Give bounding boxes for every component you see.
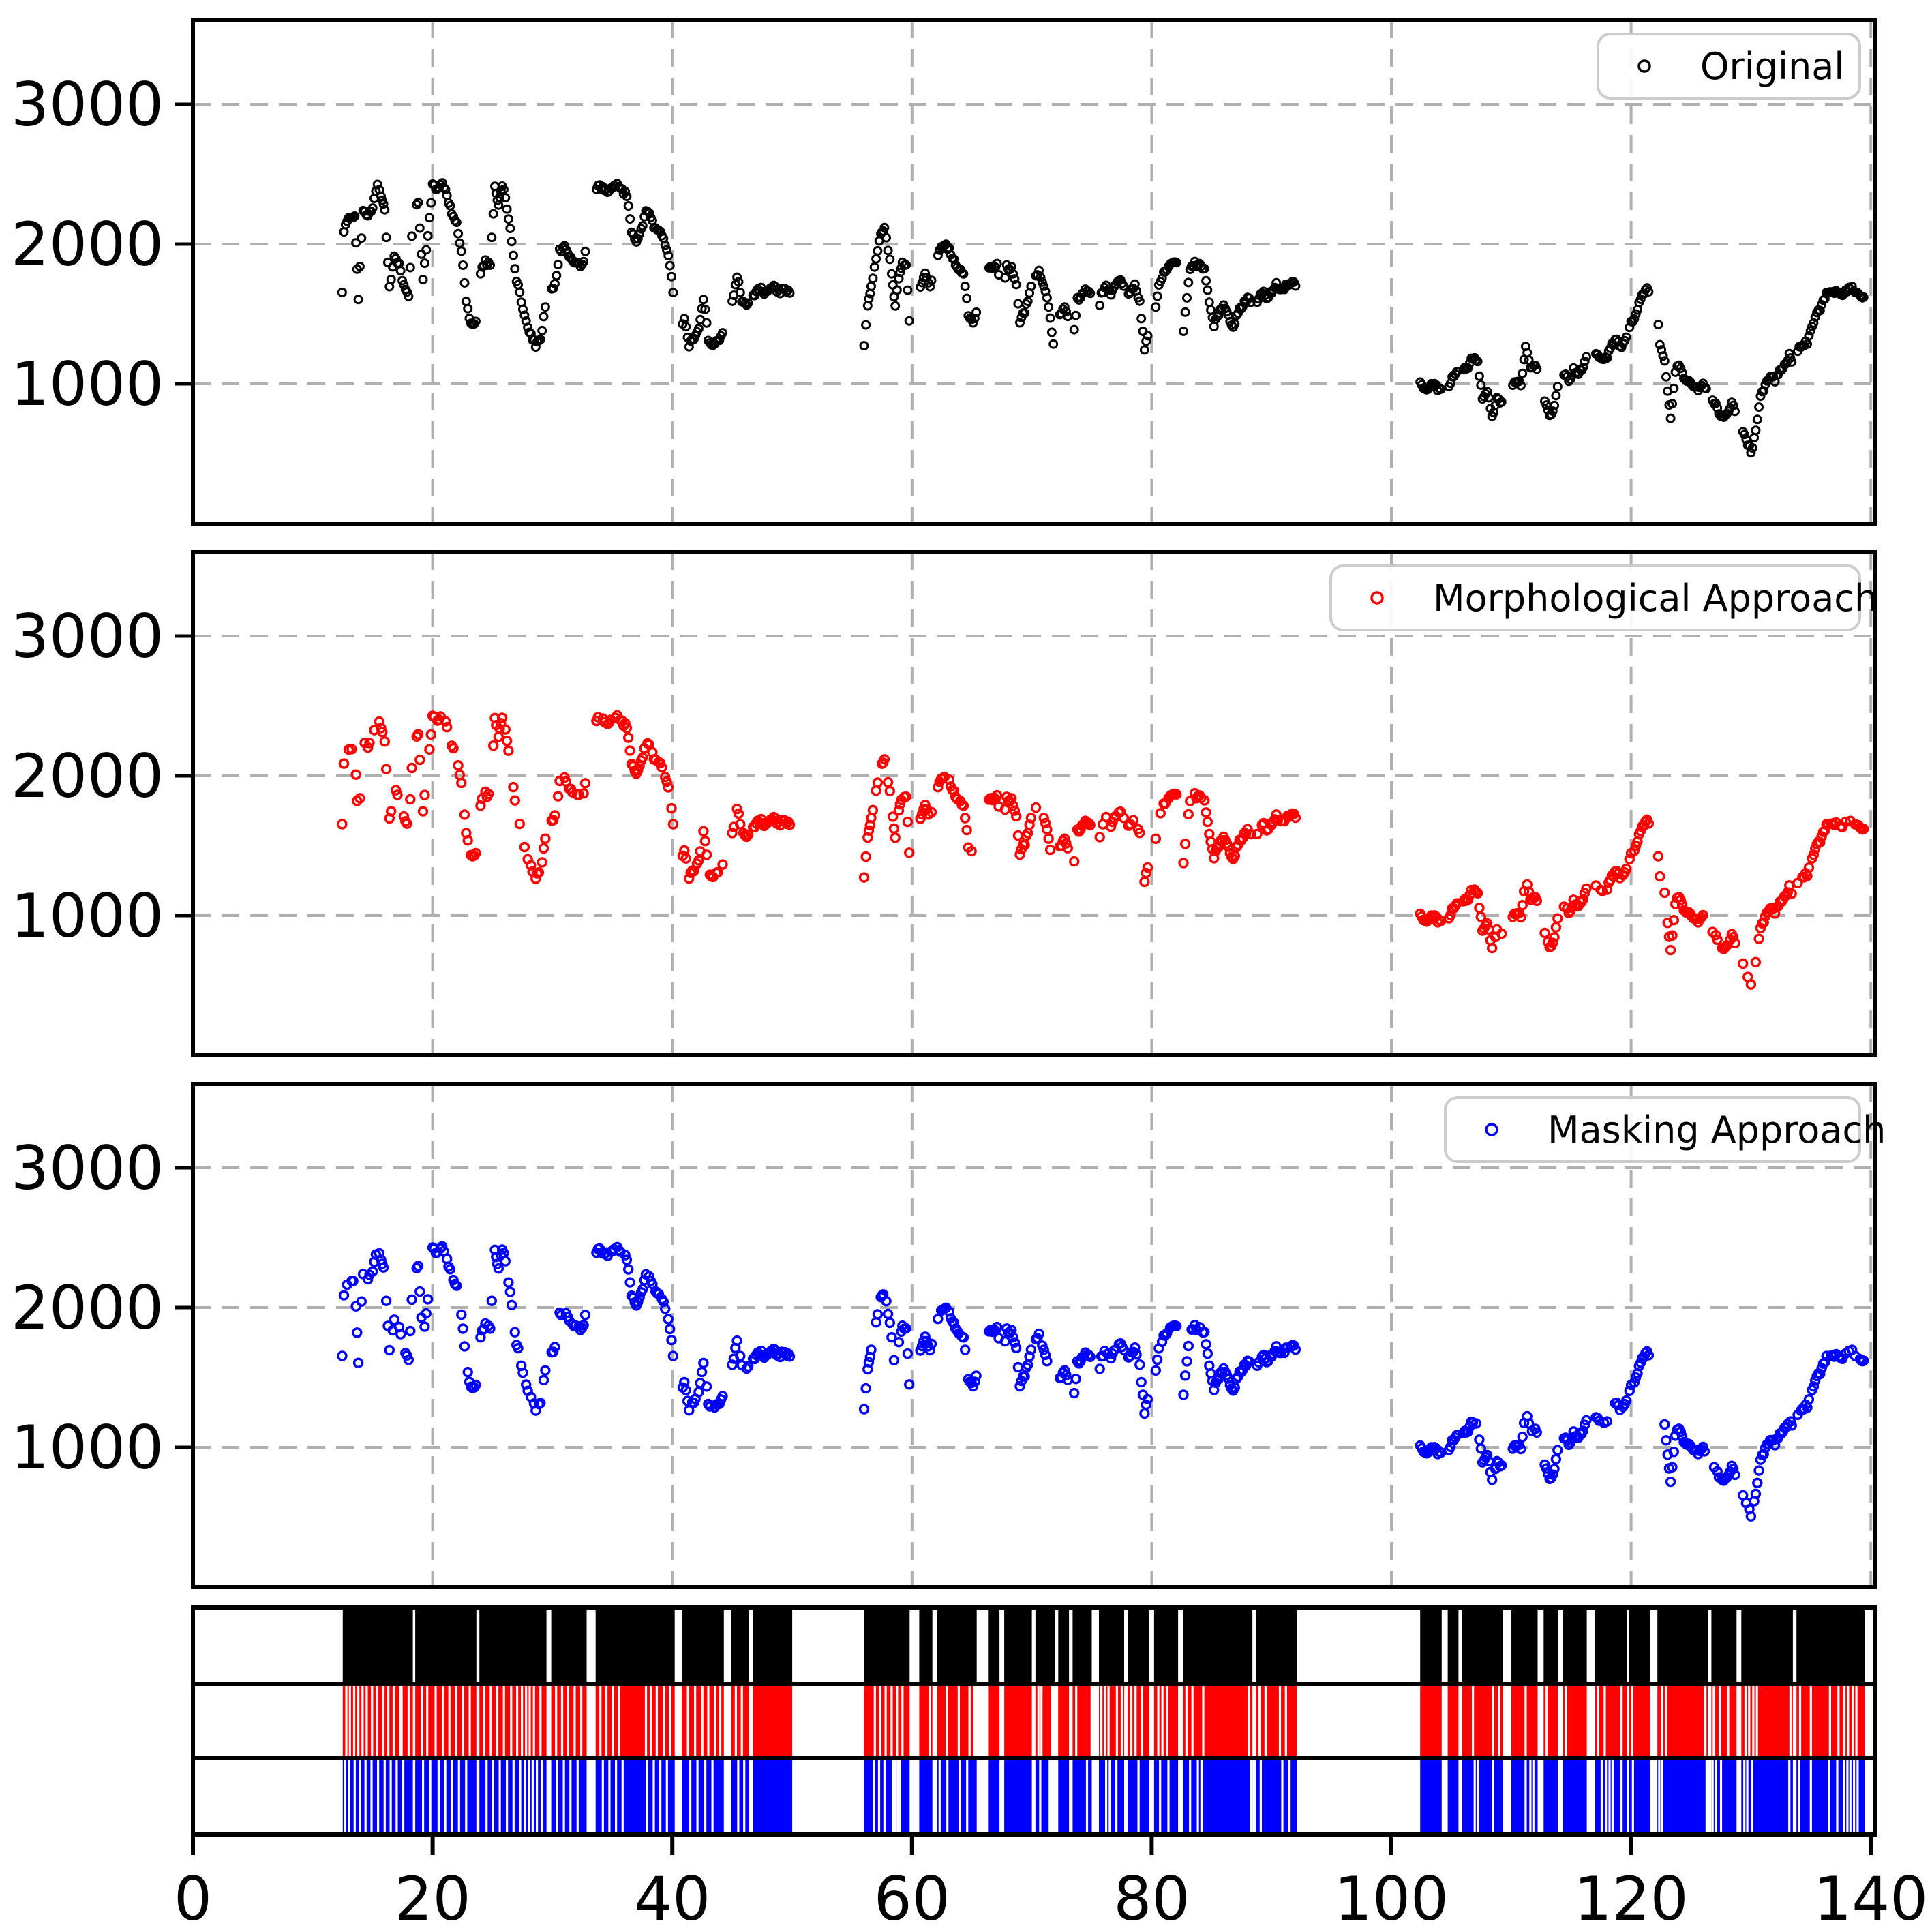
y-axis-morphological: 1000 2000 3000 <box>11 601 193 951</box>
grid-original <box>193 20 1875 524</box>
x-tick-label: 20 <box>395 1864 471 1932</box>
legend-label-masking: Masking Approach <box>1548 1108 1886 1151</box>
y-tick-label: 3000 <box>11 601 164 671</box>
points-original <box>337 178 1869 458</box>
legend-masking: Masking Approach <box>1444 1096 1886 1163</box>
x-tick-label: 0 <box>174 1864 212 1932</box>
legend-marker-morphological <box>1370 591 1384 605</box>
y-tick-label: 1000 <box>11 1413 164 1483</box>
x-tick-label: 120 <box>1574 1864 1689 1932</box>
mask-row-morphological-mask <box>191 1682 1877 1760</box>
y-tick-label: 3000 <box>11 1133 164 1203</box>
x-tick-label: 140 <box>1813 1864 1928 1932</box>
x-tick-label: 100 <box>1334 1864 1449 1932</box>
x-tick-label: 60 <box>874 1864 950 1932</box>
x-tick-label: 40 <box>634 1864 710 1932</box>
y-tick-label: 2000 <box>11 741 164 811</box>
y-tick-label: 2000 <box>11 1273 164 1343</box>
points-masking <box>337 1241 1869 1522</box>
y-tick-label: 3000 <box>11 70 164 140</box>
x-tick-label: 80 <box>1113 1864 1190 1932</box>
grid-morphological <box>193 552 1875 1055</box>
legend-morphological: Morphological Approach <box>1329 564 1877 631</box>
x-axis: 0 20 40 60 80 100 120 140 <box>174 1835 1928 1932</box>
y-axis-masking: 1000 2000 3000 <box>11 1133 193 1483</box>
mask-row-masking-mask <box>191 1756 1877 1837</box>
legend-marker-original <box>1637 59 1651 73</box>
panel-masking: 1000 2000 3000 Masking Approach <box>11 1082 1886 1589</box>
legend-marker-masking <box>1485 1123 1498 1136</box>
mask-row-original-mask <box>191 1605 1877 1686</box>
y-axis-original: 1000 2000 3000 <box>11 70 193 419</box>
grid-masking <box>193 1084 1875 1587</box>
legend-original: Original <box>1597 33 1861 100</box>
legend-label-original: Original <box>1700 45 1844 88</box>
y-tick-label: 1000 <box>11 881 164 951</box>
y-tick-label: 1000 <box>11 349 164 419</box>
y-tick-label: 2000 <box>11 209 164 280</box>
legend-label-morphological: Morphological Approach <box>1433 577 1877 620</box>
panel-morphological: 1000 2000 3000 Morphological Approach <box>11 550 1877 1057</box>
points-morphological <box>337 710 1869 990</box>
panel-original: 1000 2000 3000 Original <box>11 18 1877 526</box>
